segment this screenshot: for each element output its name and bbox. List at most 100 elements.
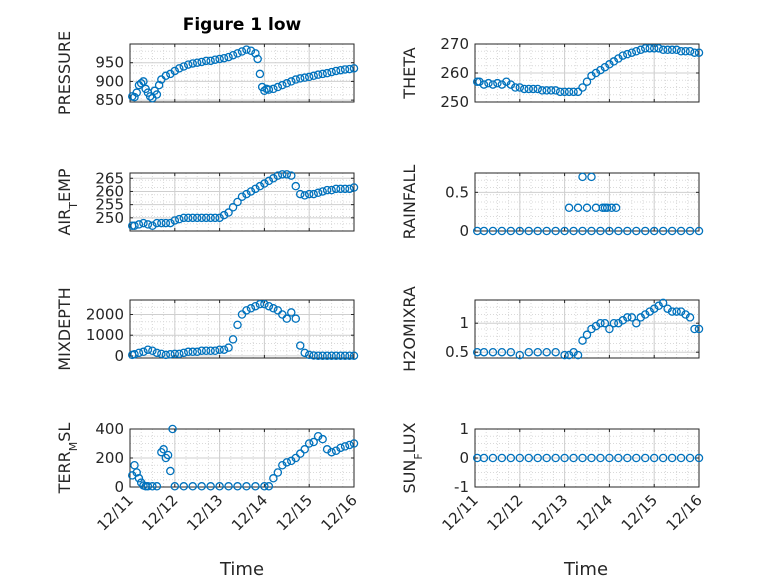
data-point	[627, 313, 637, 322]
data-point	[560, 350, 569, 360]
y-tick-label: 0	[459, 449, 469, 467]
y-axis-label: SUNFLUX	[400, 422, 425, 493]
data-point	[163, 450, 173, 460]
data-series	[127, 299, 359, 360]
data-point	[318, 69, 327, 79]
data-point	[206, 346, 215, 355]
data-point	[206, 56, 215, 66]
data-point	[260, 179, 269, 188]
data-point	[201, 213, 211, 223]
data-point	[598, 203, 607, 213]
data-point	[210, 55, 220, 64]
x-tick-label: 12/14	[573, 491, 616, 534]
data-series	[127, 424, 359, 491]
data-point	[685, 47, 695, 56]
data-point	[506, 347, 516, 357]
data-series	[127, 45, 359, 103]
y-tick-label: 900	[95, 72, 124, 90]
data-point	[295, 189, 305, 199]
data-point	[484, 78, 493, 88]
data-point	[170, 349, 180, 359]
data-point	[318, 351, 327, 360]
data-point	[295, 341, 305, 350]
data-point	[667, 453, 677, 463]
data-point	[148, 482, 157, 491]
data-point	[282, 458, 292, 467]
data-point	[551, 86, 560, 95]
data-point	[551, 226, 560, 236]
data-point	[654, 44, 663, 53]
data-point	[611, 203, 621, 213]
data-point	[246, 187, 256, 196]
data-point	[564, 87, 574, 97]
data-point	[130, 460, 139, 470]
data-point	[219, 345, 229, 354]
data-point	[658, 45, 668, 55]
y-axis-label: H2OMIXRA	[400, 286, 419, 372]
data-point	[632, 318, 641, 328]
data-point	[313, 70, 323, 79]
data-point	[331, 351, 341, 360]
figure-title: Figure 1 low	[183, 15, 302, 35]
data-point	[197, 57, 206, 67]
data-point	[605, 324, 614, 334]
data-point	[569, 87, 578, 97]
data-point	[658, 453, 668, 463]
y-tick-label: 950	[95, 54, 124, 72]
data-point	[582, 203, 592, 213]
data-series	[472, 298, 704, 360]
data-point	[515, 453, 525, 463]
data-point	[130, 350, 139, 359]
data-point	[287, 77, 296, 86]
data-point	[632, 453, 641, 463]
data-point	[215, 345, 224, 354]
data-point	[309, 189, 318, 199]
data-point	[542, 86, 551, 95]
data-point	[349, 351, 359, 360]
data-point	[175, 64, 184, 73]
data-point	[649, 453, 659, 463]
x-tick-label: 12/11	[94, 491, 137, 534]
data-point	[694, 453, 704, 463]
y-axis-label: RAINFALL	[400, 165, 419, 240]
data-point	[632, 226, 641, 236]
y-tick-label: 0	[114, 478, 124, 496]
data-point	[318, 434, 327, 444]
data-point	[322, 351, 332, 360]
data-point	[506, 226, 516, 236]
data-point	[690, 48, 699, 57]
data-point	[237, 192, 247, 201]
data-point	[479, 453, 489, 463]
data-point	[636, 45, 646, 55]
data-point	[175, 214, 184, 224]
data-point	[309, 351, 318, 360]
data-point	[291, 453, 301, 463]
data-point	[157, 218, 166, 228]
data-point	[278, 170, 287, 179]
data-point	[300, 348, 309, 358]
y-tick-label: 2000	[86, 306, 124, 324]
data-point	[278, 80, 287, 90]
axes-panel-sun-flux: -1 0 1 12/11 12/12 12/13 12/14 12/15 12/16 SUNFLU…	[400, 420, 706, 534]
data-point	[578, 336, 587, 345]
data-point	[264, 301, 274, 311]
data-point	[139, 77, 148, 86]
data-point	[667, 307, 677, 316]
data-point	[605, 453, 614, 463]
data-point	[313, 351, 323, 360]
data-point	[188, 213, 197, 223]
minor-grid	[130, 300, 354, 358]
data-point	[676, 226, 686, 236]
data-point	[587, 453, 596, 463]
data-point	[479, 80, 489, 89]
data-point	[228, 335, 238, 344]
data-point	[161, 218, 171, 228]
data-point	[596, 318, 605, 328]
data-point	[605, 226, 614, 236]
data-point	[179, 348, 189, 358]
data-point	[295, 449, 305, 458]
data-point	[295, 74, 305, 83]
data-point	[569, 226, 578, 236]
